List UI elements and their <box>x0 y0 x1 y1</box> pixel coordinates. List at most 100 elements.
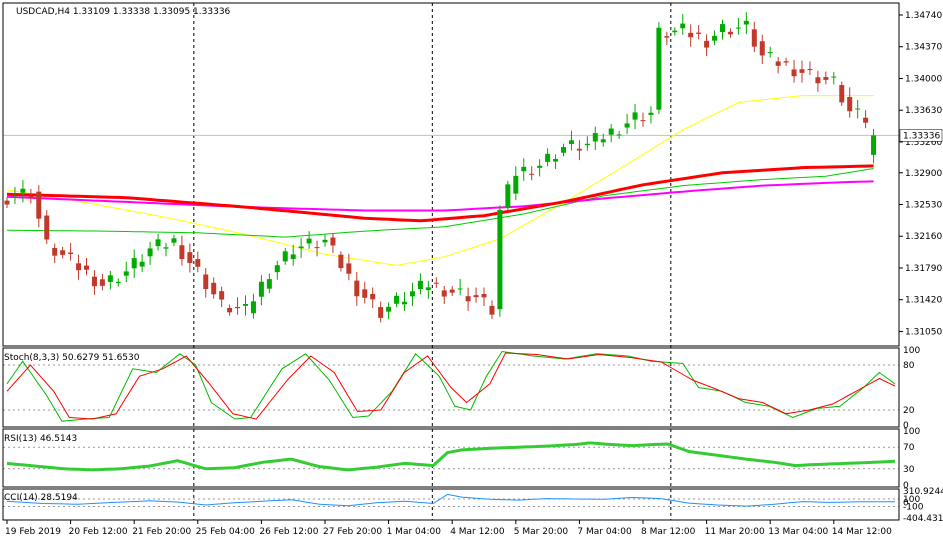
candle-body <box>235 306 241 309</box>
candle-body <box>521 166 527 172</box>
candle-body <box>624 123 630 128</box>
level-label: 20 <box>903 406 915 416</box>
candle-body <box>584 143 590 146</box>
stoch-main-line <box>6 350 896 422</box>
candle-body <box>743 20 749 25</box>
price-tick-label: 1.32160 <box>905 232 942 242</box>
candle-body <box>441 290 447 297</box>
candle-body <box>632 112 638 120</box>
candle-body <box>505 184 511 208</box>
cci-panel-frame <box>2 488 900 521</box>
time-tick-label: 19 Feb 2019 <box>5 527 61 537</box>
candle-body <box>409 291 415 297</box>
candle-body <box>354 280 360 297</box>
time-tick-label: 11 Mar 20:00 <box>705 527 765 537</box>
candle-body <box>847 96 853 112</box>
magenta-moving-average <box>6 180 874 212</box>
level-label: 70 <box>903 443 915 453</box>
candle-body <box>672 30 678 33</box>
candle-body <box>370 293 376 300</box>
candle-body <box>250 301 256 314</box>
level-label: 100 <box>903 495 920 505</box>
candle-body <box>131 258 137 269</box>
time-tick-label: 25 Feb 04:00 <box>196 527 255 537</box>
candle-body <box>449 289 455 293</box>
level-label: -100 <box>903 503 924 513</box>
candle-body <box>203 274 209 290</box>
candle-body <box>362 289 368 298</box>
rsi-panel-frame <box>2 428 900 488</box>
candle-body <box>545 153 551 162</box>
candle-body <box>417 280 423 289</box>
candle-body <box>433 282 439 284</box>
price-tick-label: 1.34370 <box>905 43 942 53</box>
candle-body <box>12 196 18 198</box>
candle-body <box>799 69 805 73</box>
time-tick-label: 7 Mar 04:00 <box>577 527 632 537</box>
candle-body <box>195 259 201 267</box>
candle-body <box>863 117 869 123</box>
price-tick-label: 1.34740 <box>905 11 942 21</box>
candle-body <box>123 271 129 276</box>
candle-body <box>489 305 495 315</box>
candle-body <box>425 287 431 291</box>
candle-body <box>616 134 622 136</box>
candle-body <box>839 85 845 103</box>
candle-body <box>680 23 686 29</box>
candle-body <box>314 247 320 249</box>
candle-body <box>497 209 503 310</box>
level-label: 0 <box>903 421 909 431</box>
candle-body <box>346 263 352 274</box>
candle-body <box>735 27 741 29</box>
candle-body <box>402 301 407 305</box>
candle-body <box>473 295 479 298</box>
candle-body <box>60 250 66 255</box>
candle-body <box>330 237 336 246</box>
candle-body <box>855 108 861 110</box>
price-tick-label: 1.32900 <box>905 169 942 179</box>
candle-body <box>394 295 400 304</box>
candle-body <box>52 247 58 256</box>
candle-body <box>807 68 813 70</box>
candle-body <box>823 77 829 80</box>
green-moving-average <box>6 168 874 238</box>
time-tick-label: 8 Mar 12:00 <box>641 527 696 537</box>
candle-body <box>457 288 463 290</box>
candle-body <box>338 254 344 269</box>
rsi-label: RSI(13) 46.5143 <box>4 434 77 444</box>
candle-body <box>171 238 177 243</box>
candle-body <box>290 254 296 260</box>
candle-body <box>648 112 654 115</box>
candle-body <box>568 140 574 144</box>
price-tick-label: 1.31790 <box>905 264 942 274</box>
candle-body <box>751 29 757 47</box>
cci-label: CCI(14) 28.5194 <box>4 493 78 503</box>
chart-title: USDCAD,H4 1.33109 1.33338 1.33095 1.3333… <box>16 7 231 17</box>
price-tick-label: 1.31420 <box>905 296 942 306</box>
level-label: 100 <box>903 346 920 356</box>
candle-body <box>84 265 89 270</box>
candle-body <box>688 32 694 38</box>
candle-body <box>179 245 185 260</box>
candle-body <box>99 279 105 286</box>
candle-body <box>656 27 662 110</box>
candle-body <box>243 303 248 306</box>
candle-body <box>36 191 42 219</box>
candle-body <box>576 148 582 151</box>
candle-body <box>720 24 725 32</box>
candle-body <box>529 173 535 175</box>
stoch-label: Stoch(8,3,3) 50.6279 51.6530 <box>4 353 140 363</box>
candle-body <box>815 77 821 84</box>
candle-body <box>163 247 169 249</box>
level-label: 100 <box>903 427 920 437</box>
candle-body <box>322 239 328 243</box>
candle-body <box>76 263 82 271</box>
level-label: 0 <box>903 481 909 491</box>
candle-body <box>465 296 471 302</box>
price-tick-label: 1.32530 <box>905 201 942 211</box>
candle-body <box>767 52 773 54</box>
candle-body <box>791 69 797 77</box>
candle-body <box>306 238 312 244</box>
current-price-label: 1.33336 <box>903 131 940 141</box>
